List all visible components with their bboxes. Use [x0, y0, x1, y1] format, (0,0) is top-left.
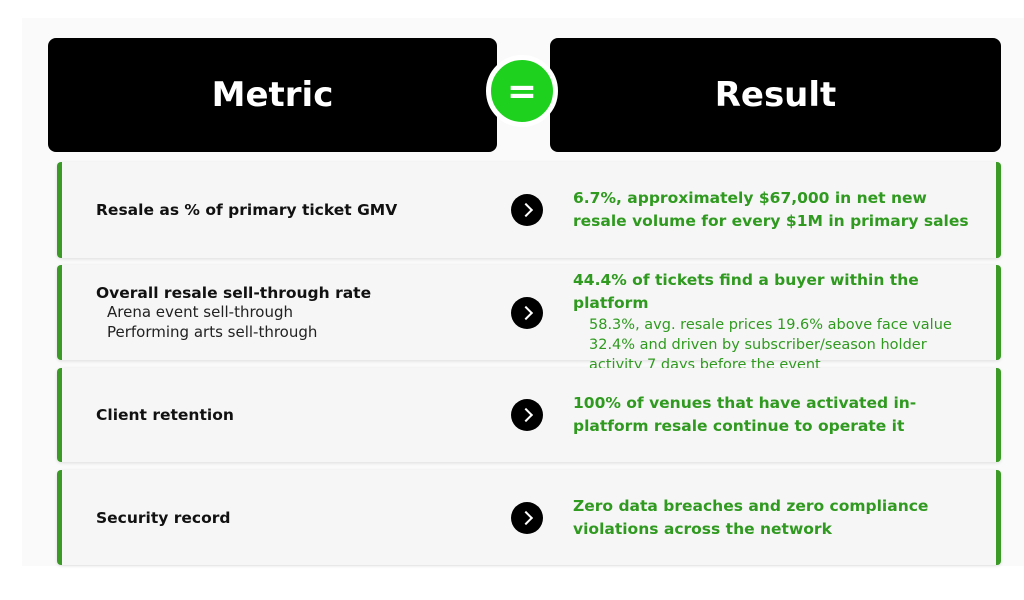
metric-label: Overall resale sell-through rate [96, 283, 372, 302]
metric-label: Resale as % of primary ticket GMV [96, 201, 398, 219]
result-sub: 58.3%, avg. resale prices 19.6% above fa… [589, 317, 952, 333]
table-row: Overall resale sell-through rate Arena ev… [57, 265, 1001, 373]
header-metric: Metric [48, 38, 497, 152]
result-text: 44.4% of tickets find a buyer within the… [573, 271, 919, 312]
table-row: Resale as % of primary ticket GMV 6.7%, a… [57, 162, 1001, 258]
metric-cell: Overall resale sell-through rate Arena ev… [96, 284, 496, 342]
result-text: 100% of venues that have activated in-pl… [573, 394, 917, 435]
result-cell: Zero data breaches and zero compliance v… [573, 495, 973, 541]
arrow-icon [511, 296, 543, 329]
result-cell: 6.7%, approximately $67,000 in net new r… [573, 187, 973, 233]
metric-sub: Arena event sell-through [107, 302, 294, 321]
metric-cell: Client retention [96, 406, 496, 424]
header-result: Result [550, 38, 1001, 152]
arrow-icon [511, 501, 543, 534]
metric-cell: Resale as % of primary ticket GMV [96, 201, 496, 219]
arrow-icon [511, 399, 543, 431]
result-cell: 100% of venues that have activated in-pl… [573, 392, 973, 438]
table-row: Security record Zero data breaches and ze… [57, 470, 1001, 565]
result-text: 6.7%, approximately $67,000 in net new r… [573, 189, 969, 230]
arrow-icon [511, 194, 543, 226]
metric-label: Security record [96, 508, 231, 527]
result-sub: 32.4% and driven by subscriber/season ho… [589, 337, 927, 353]
result-text: Zero data breaches and zero compliance v… [573, 496, 929, 538]
result-cell: 44.4% of tickets find a buyer within the… [573, 269, 973, 375]
metric-label: Client retention [96, 406, 234, 424]
table-row: Client retention 100% of venues that have… [57, 368, 1001, 462]
metric-sub: Performing arts sell-through [107, 322, 318, 341]
equals-badge: = [486, 55, 558, 127]
metric-cell: Security record [96, 509, 496, 527]
